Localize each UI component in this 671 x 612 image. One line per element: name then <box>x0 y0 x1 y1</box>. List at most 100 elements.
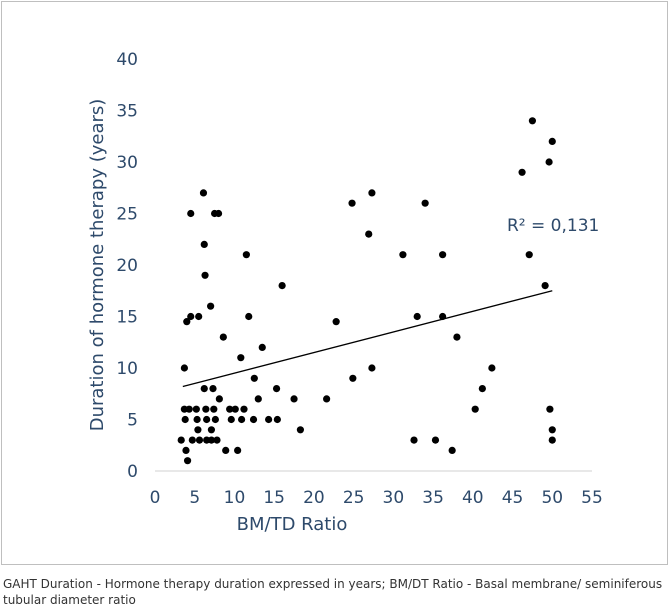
data-point <box>210 405 218 413</box>
x-tick-label: 40 <box>462 488 484 508</box>
trendline-group <box>182 290 553 388</box>
data-point <box>181 415 189 424</box>
data-point <box>273 415 281 424</box>
data-point <box>227 415 235 424</box>
data-point <box>546 405 554 413</box>
data-point <box>207 426 216 434</box>
data-point <box>199 189 208 197</box>
data-point <box>209 385 217 393</box>
data-point <box>349 374 357 382</box>
y-tick-label: 25 <box>116 205 138 225</box>
data-point <box>231 405 239 413</box>
data-point <box>368 364 376 372</box>
data-point <box>272 385 281 393</box>
data-point <box>478 385 486 393</box>
data-point <box>548 426 556 434</box>
data-point <box>202 405 210 413</box>
data-point <box>182 446 190 454</box>
y-tick-label: 0 <box>127 462 138 482</box>
data-point <box>525 251 533 259</box>
data-point <box>188 436 196 444</box>
data-point <box>365 230 373 238</box>
y-tick-label: 10 <box>116 359 138 379</box>
data-point <box>421 199 429 207</box>
data-point <box>290 395 298 403</box>
x-tick-label: 5 <box>189 488 200 508</box>
data-point <box>548 137 556 145</box>
y-tick-label: 35 <box>116 102 138 122</box>
data-point <box>265 415 273 424</box>
data-point <box>234 446 242 454</box>
data-point <box>348 199 356 207</box>
data-point <box>238 415 246 424</box>
tick-labels: 0 5 10 15 20 25 30 35 40 45 50 55 0 5 10 15 20 25 30 35 40 <box>116 50 602 508</box>
x-tick-label: 30 <box>383 488 405 508</box>
r-squared-annotation: R² = 0,131 <box>507 216 599 236</box>
data-point <box>226 405 234 413</box>
x-tick-label: 45 <box>502 488 524 508</box>
y-tick-label: 5 <box>127 411 138 431</box>
data-point <box>211 415 219 424</box>
data-point <box>215 395 223 403</box>
data-point <box>453 333 461 341</box>
data-point <box>323 395 331 403</box>
x-tick-label: 10 <box>224 488 246 508</box>
data-point <box>214 209 223 218</box>
data-point <box>200 240 208 248</box>
data-point <box>203 415 211 424</box>
data-point <box>278 282 286 290</box>
data-point <box>187 209 195 218</box>
x-tick-label: 15 <box>263 488 285 508</box>
x-tick-label: 0 <box>150 488 161 508</box>
data-point <box>195 312 203 321</box>
data-point <box>183 318 191 326</box>
data-point <box>431 436 440 444</box>
figure-caption: GAHT Duration - Hormone therapy duration… <box>3 577 663 607</box>
data-point <box>439 251 447 259</box>
data-point <box>399 251 407 259</box>
trendline <box>182 290 553 388</box>
data-point <box>195 436 204 444</box>
data-point <box>249 415 258 424</box>
data-points <box>177 117 556 465</box>
data-point <box>193 415 201 424</box>
chart-frame: 0 5 10 15 20 25 30 35 40 45 50 55 0 5 10 15 20 25 30 35 40 B… <box>1 1 668 565</box>
data-point <box>471 405 479 413</box>
data-point <box>177 436 185 444</box>
x-tick-label: 35 <box>422 488 444 508</box>
data-point <box>518 168 526 176</box>
x-tick-label: 50 <box>541 488 563 508</box>
data-point <box>183 457 192 465</box>
x-tick-label: 55 <box>581 488 603 508</box>
data-point <box>207 302 215 310</box>
data-point <box>413 312 421 321</box>
data-point <box>187 312 195 321</box>
data-point <box>222 446 230 454</box>
data-point <box>194 426 202 434</box>
x-tick-label: 25 <box>343 488 365 508</box>
data-point <box>545 158 553 166</box>
data-point <box>250 374 258 382</box>
data-point <box>240 405 248 413</box>
data-point <box>207 436 216 444</box>
scatter-plot: 0 5 10 15 20 25 30 35 40 45 50 55 0 5 10 15 20 25 30 35 40 B… <box>87 50 603 535</box>
y-tick-label: 20 <box>116 256 138 276</box>
data-point <box>219 333 227 341</box>
data-point <box>368 189 376 197</box>
data-point <box>528 117 537 125</box>
data-point <box>192 405 200 413</box>
data-point <box>245 312 253 321</box>
data-point <box>548 436 556 444</box>
data-point <box>200 385 208 393</box>
x-axis-label: BM/TD Ratio <box>237 514 348 535</box>
data-point <box>332 318 340 326</box>
y-tick-label: 15 <box>116 308 138 328</box>
x-tick-label: 20 <box>303 488 325 508</box>
data-point <box>185 405 193 413</box>
data-point <box>541 282 549 290</box>
data-point <box>254 395 262 403</box>
data-point <box>448 446 456 454</box>
data-point <box>258 343 266 351</box>
data-point <box>296 426 305 434</box>
data-point <box>201 271 209 279</box>
